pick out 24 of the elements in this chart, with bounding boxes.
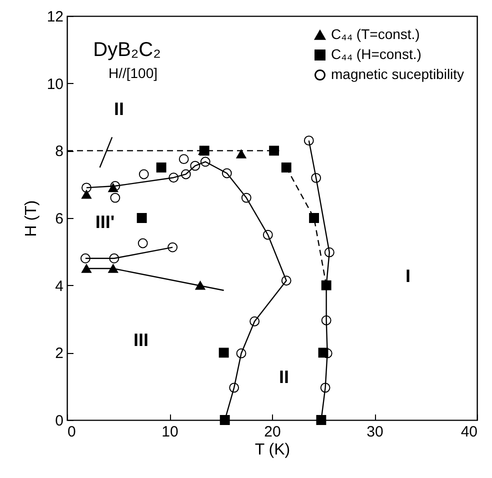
x-tick-label: 40 — [460, 424, 478, 440]
x-axis-title: T (K) — [254, 442, 290, 458]
annotation: H//[100] — [108, 65, 158, 81]
y-tick-label: 12 — [46, 8, 64, 26]
y-tick-label: 0 — [55, 412, 64, 430]
annotation: III' — [95, 212, 115, 232]
annotation: I — [405, 266, 411, 286]
y-tick-label: 10 — [46, 76, 64, 93]
annotation: II — [278, 367, 290, 387]
y-tick-label: 8 — [55, 143, 64, 160]
y-tick-label: 4 — [55, 278, 64, 295]
y-tick-label: 6 — [55, 210, 64, 228]
legend-label: C₄₄ (H=const.) — [331, 46, 422, 62]
annotation: DyB₂C₂ — [93, 39, 161, 61]
legend-label: magnetic suceptibility — [331, 66, 464, 82]
x-tick-label: 0 — [68, 424, 76, 440]
x-tick-label: 10 — [162, 424, 178, 440]
annotation: III — [133, 330, 149, 350]
y-axis-title: H (T) — [22, 200, 40, 237]
legend-label: C₄₄ (T=const.) — [331, 26, 420, 42]
x-tick-label: 20 — [264, 424, 281, 440]
y-tick-label: 2 — [55, 345, 64, 362]
annotation: II — [114, 99, 124, 119]
x-tick-label: 30 — [366, 424, 384, 440]
